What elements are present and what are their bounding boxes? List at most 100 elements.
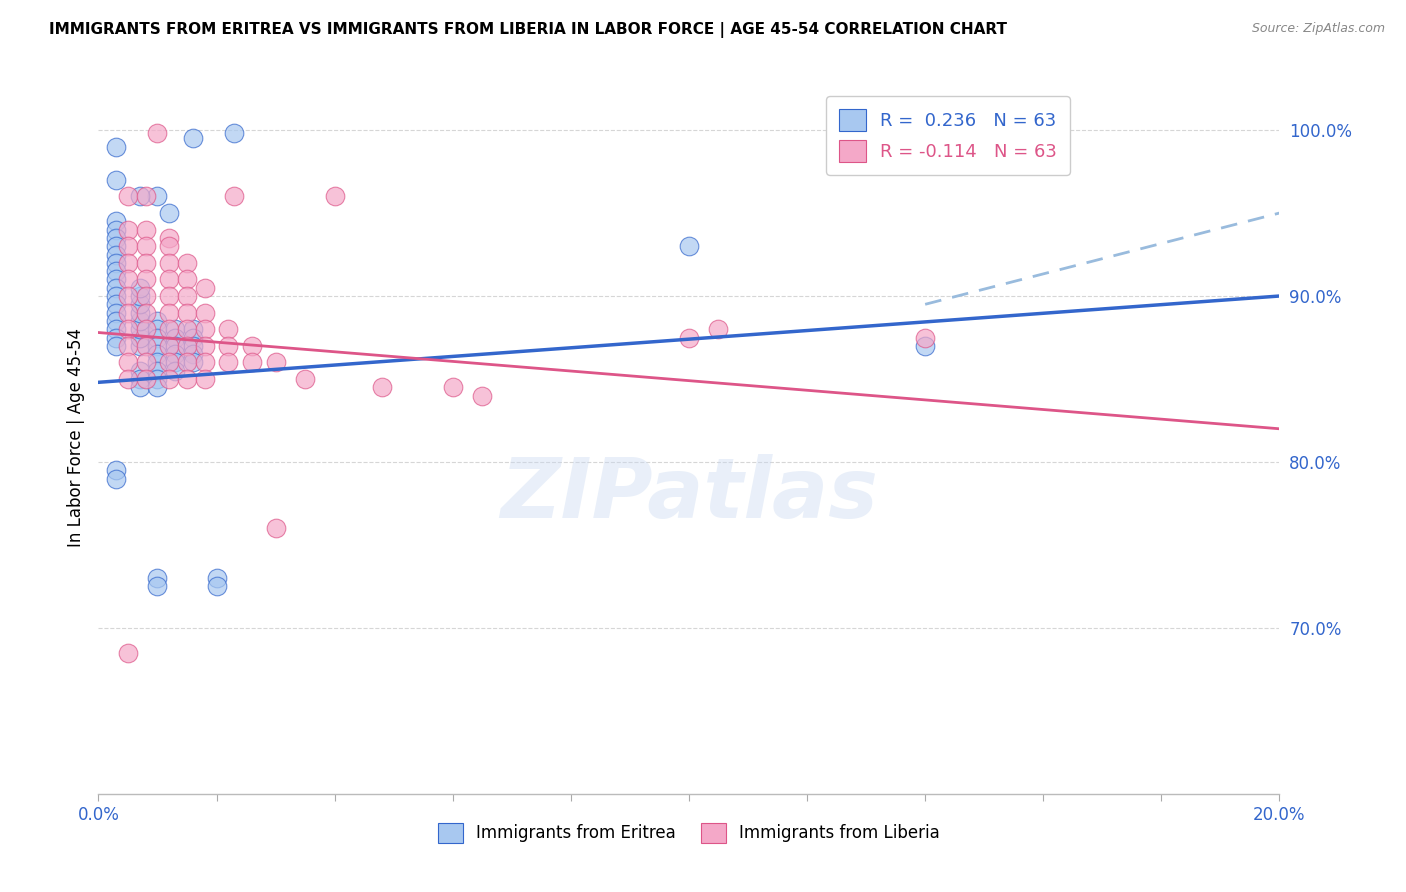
Point	[128, 314, 150, 328]
Point	[240, 339, 263, 353]
Point	[707, 322, 730, 336]
Point	[224, 189, 246, 203]
Point	[135, 289, 157, 303]
Point	[105, 322, 128, 336]
Point	[128, 305, 150, 319]
Point	[135, 239, 157, 253]
Point	[105, 214, 128, 228]
Point	[135, 256, 157, 270]
Point	[135, 222, 157, 236]
Point	[135, 272, 157, 286]
Point	[678, 239, 700, 253]
Point	[105, 297, 128, 311]
Point	[105, 339, 128, 353]
Legend: Immigrants from Eritrea, Immigrants from Liberia: Immigrants from Eritrea, Immigrants from…	[432, 816, 946, 850]
Point	[165, 330, 187, 344]
Point	[117, 189, 139, 203]
Point	[146, 189, 169, 203]
Point	[146, 339, 169, 353]
Point	[128, 380, 150, 394]
Point	[128, 339, 150, 353]
Point	[117, 355, 139, 369]
Point	[471, 388, 494, 402]
Point	[105, 330, 128, 344]
Point	[176, 272, 198, 286]
Point	[117, 305, 139, 319]
Point	[176, 289, 198, 303]
Point	[117, 239, 139, 253]
Point	[128, 364, 150, 378]
Point	[205, 571, 228, 585]
Point	[117, 289, 139, 303]
Point	[176, 322, 198, 336]
Point	[176, 256, 198, 270]
Point	[294, 372, 316, 386]
Point	[217, 339, 239, 353]
Point	[105, 247, 128, 261]
Point	[914, 330, 936, 344]
Point	[105, 139, 128, 153]
Point	[441, 380, 464, 394]
Point	[135, 322, 157, 336]
Point	[117, 339, 139, 353]
Point	[264, 521, 287, 535]
Point	[181, 347, 204, 361]
Point	[176, 372, 198, 386]
Point	[176, 355, 198, 369]
Point	[157, 355, 180, 369]
Point	[128, 322, 150, 336]
Point	[157, 256, 180, 270]
Point	[105, 472, 128, 486]
Point	[181, 322, 204, 336]
Point	[157, 339, 180, 353]
Point	[146, 355, 169, 369]
Point	[194, 372, 217, 386]
Point	[105, 272, 128, 286]
Point	[181, 330, 204, 344]
Point	[135, 372, 157, 386]
Point	[117, 646, 139, 660]
Point	[146, 579, 169, 593]
Point	[146, 380, 169, 394]
Point	[105, 463, 128, 477]
Point	[157, 322, 180, 336]
Point	[181, 339, 204, 353]
Text: Source: ZipAtlas.com: Source: ZipAtlas.com	[1251, 22, 1385, 36]
Y-axis label: In Labor Force | Age 45-54: In Labor Force | Age 45-54	[66, 327, 84, 547]
Point	[146, 322, 169, 336]
Point	[157, 206, 180, 220]
Point	[371, 380, 394, 394]
Point	[146, 347, 169, 361]
Point	[135, 305, 157, 319]
Point	[146, 314, 169, 328]
Point	[146, 372, 169, 386]
Point	[264, 355, 287, 369]
Point	[105, 264, 128, 278]
Point	[194, 355, 217, 369]
Point	[194, 305, 217, 319]
Point	[128, 330, 150, 344]
Point	[146, 330, 169, 344]
Point	[224, 127, 246, 141]
Point	[157, 231, 180, 245]
Point	[146, 571, 169, 585]
Point	[157, 372, 180, 386]
Point	[157, 289, 180, 303]
Point	[117, 222, 139, 236]
Point	[165, 339, 187, 353]
Point	[128, 189, 150, 203]
Point	[117, 256, 139, 270]
Point	[128, 297, 150, 311]
Point	[117, 372, 139, 386]
Point	[105, 231, 128, 245]
Point	[135, 189, 157, 203]
Point	[205, 579, 228, 593]
Text: IMMIGRANTS FROM ERITREA VS IMMIGRANTS FROM LIBERIA IN LABOR FORCE | AGE 45-54 CO: IMMIGRANTS FROM ERITREA VS IMMIGRANTS FR…	[49, 22, 1007, 38]
Point	[128, 289, 150, 303]
Point	[217, 322, 239, 336]
Point	[194, 339, 217, 353]
Point	[157, 272, 180, 286]
Point	[157, 239, 180, 253]
Point	[105, 256, 128, 270]
Text: ZIPatlas: ZIPatlas	[501, 454, 877, 534]
